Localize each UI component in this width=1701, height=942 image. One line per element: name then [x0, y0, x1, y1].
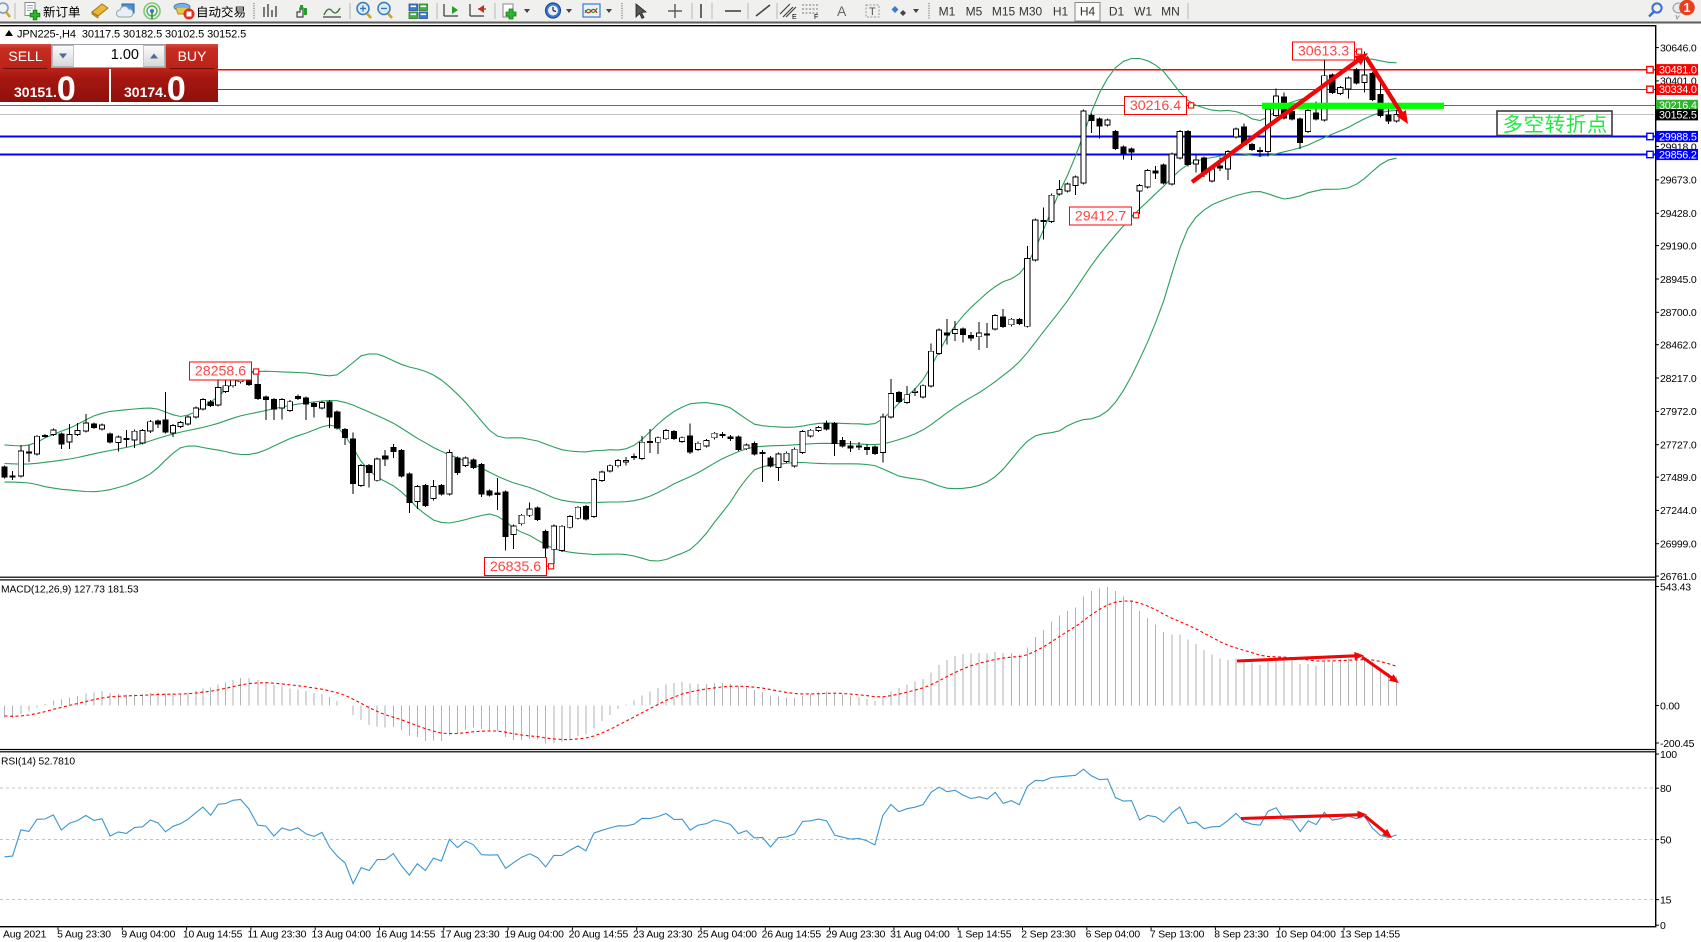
svg-text:T: T	[869, 6, 876, 18]
svg-text:29428.0: 29428.0	[1660, 208, 1697, 220]
svg-text:JPN225-,H4 30117.5 30182.5 30: JPN225-,H4 30117.5 30182.5 30102.5 30152…	[17, 29, 246, 41]
svg-text:M5: M5	[966, 5, 983, 19]
svg-text:30613.3: 30613.3	[1298, 44, 1349, 60]
svg-text:6 Sep 04:00: 6 Sep 04:00	[1086, 930, 1141, 941]
svg-text:2 Sep 23:30: 2 Sep 23:30	[1021, 930, 1076, 941]
svg-text:31 Aug 04:00: 31 Aug 04:00	[890, 930, 950, 941]
svg-text:29988.5: 29988.5	[1659, 131, 1697, 143]
svg-text:15: 15	[1660, 894, 1672, 906]
svg-text:80: 80	[1660, 783, 1672, 795]
svg-text:50: 50	[1660, 834, 1672, 846]
svg-text:30646.0: 30646.0	[1660, 42, 1697, 54]
svg-text:27727.0: 27727.0	[1660, 440, 1697, 452]
svg-text:26761.0: 26761.0	[1660, 571, 1697, 583]
svg-text:H1: H1	[1053, 5, 1069, 19]
svg-text:M1: M1	[939, 5, 956, 19]
svg-text:A: A	[837, 3, 847, 19]
svg-text:13 Aug 04:00: 13 Aug 04:00	[311, 930, 371, 941]
svg-text:27972.0: 27972.0	[1660, 406, 1697, 418]
svg-text:19 Aug 04:00: 19 Aug 04:00	[504, 930, 564, 941]
svg-text:28700.0: 28700.0	[1660, 307, 1697, 319]
svg-text:30152.5: 30152.5	[1659, 110, 1697, 122]
svg-text:H4: H4	[1080, 5, 1096, 19]
svg-text:17 Aug 23:30: 17 Aug 23:30	[440, 930, 500, 941]
svg-text:25 Aug 04:00: 25 Aug 04:00	[697, 930, 757, 941]
svg-text:E: E	[792, 14, 797, 21]
svg-text:RSI(14) 52.7810: RSI(14) 52.7810	[1, 757, 75, 768]
svg-text:29856.2: 29856.2	[1659, 149, 1697, 161]
svg-text:5 Aug 23:30: 5 Aug 23:30	[57, 930, 111, 941]
svg-text:26835.6: 26835.6	[490, 559, 541, 575]
svg-text:27244.0: 27244.0	[1660, 505, 1697, 517]
svg-text:29673.0: 29673.0	[1660, 175, 1697, 187]
svg-text:29412.7: 29412.7	[1075, 209, 1126, 225]
svg-text:16 Aug 14:55: 16 Aug 14:55	[376, 930, 436, 941]
svg-text:28258.6: 28258.6	[195, 364, 246, 380]
svg-text:13 Sep 14:55: 13 Sep 14:55	[1340, 930, 1400, 941]
svg-text:29190.0: 29190.0	[1660, 240, 1697, 252]
svg-text:D1: D1	[1109, 5, 1125, 19]
svg-text:1: 1	[1684, 1, 1691, 15]
svg-text:27489.0: 27489.0	[1660, 472, 1697, 484]
svg-text:0.00: 0.00	[1660, 700, 1680, 712]
svg-text:1 Sep 14:55: 1 Sep 14:55	[957, 930, 1012, 941]
svg-text:28462.0: 28462.0	[1660, 340, 1697, 352]
svg-text:M15: M15	[992, 5, 1016, 19]
svg-text:0: 0	[1660, 920, 1666, 932]
svg-text:Aug 2021: Aug 2021	[3, 930, 47, 941]
svg-text:30216.4: 30216.4	[1130, 98, 1181, 114]
svg-text:26 Aug 14:55: 26 Aug 14:55	[762, 930, 822, 941]
svg-text:F: F	[814, 14, 818, 21]
svg-text:28945.0: 28945.0	[1660, 274, 1697, 286]
svg-text:9 Aug 04:00: 9 Aug 04:00	[121, 930, 175, 941]
svg-text:W1: W1	[1134, 5, 1152, 19]
svg-text:20 Aug 14:55: 20 Aug 14:55	[569, 930, 629, 941]
svg-text:8 Sep 23:30: 8 Sep 23:30	[1214, 930, 1269, 941]
svg-text:100: 100	[1660, 749, 1677, 761]
svg-text:26999.0: 26999.0	[1660, 539, 1697, 551]
svg-text:11 Aug 23:30: 11 Aug 23:30	[248, 930, 307, 941]
svg-text:543.43: 543.43	[1660, 581, 1691, 593]
svg-text:29 Aug 23:30: 29 Aug 23:30	[826, 930, 886, 941]
svg-text:10 Aug 14:55: 10 Aug 14:55	[183, 930, 243, 941]
svg-text:28217.0: 28217.0	[1660, 373, 1697, 385]
svg-text:M30: M30	[1019, 5, 1043, 19]
svg-text:30334.0: 30334.0	[1659, 84, 1697, 96]
svg-text:7 Sep 13:00: 7 Sep 13:00	[1150, 930, 1205, 941]
svg-text:30481.0: 30481.0	[1659, 65, 1697, 77]
svg-text:10 Sep 04:00: 10 Sep 04:00	[1276, 930, 1336, 941]
svg-text:MN: MN	[1161, 5, 1180, 19]
svg-text:23 Aug 23:30: 23 Aug 23:30	[633, 930, 693, 941]
svg-text:-200.45: -200.45	[1660, 738, 1695, 750]
svg-text:MACD(12,26,9) 127.73 181.53: MACD(12,26,9) 127.73 181.53	[1, 585, 139, 596]
